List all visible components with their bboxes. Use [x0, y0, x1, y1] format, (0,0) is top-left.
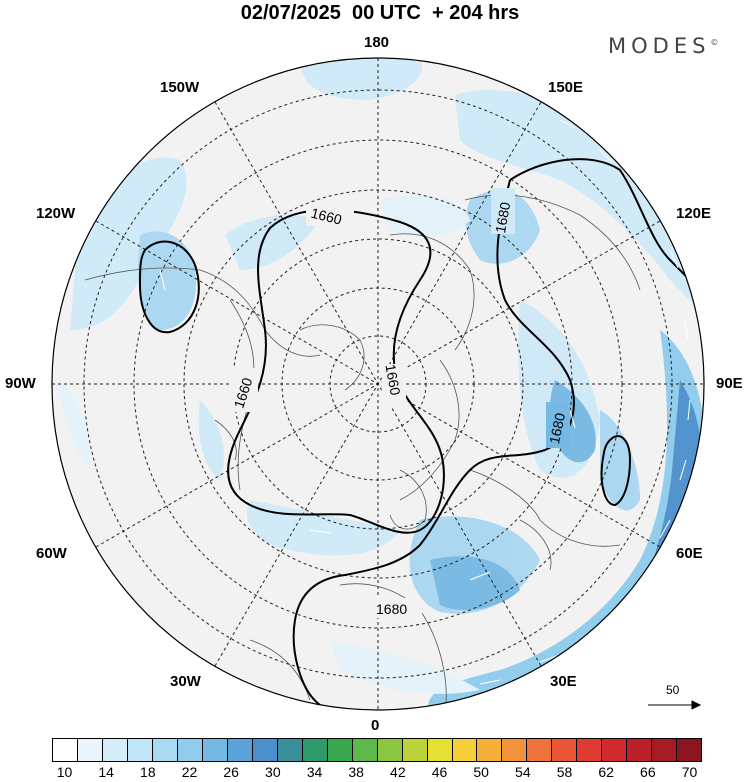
colorbar-tick-label: 50 — [473, 764, 489, 780]
colorbar-tick-label: 46 — [431, 764, 448, 780]
colorbar-tick-label: 26 — [223, 764, 239, 780]
lon-label-90e: 90E — [716, 375, 743, 392]
colorbar-tick-label: 38 — [348, 764, 364, 780]
colorbar-tick-label: 54 — [515, 764, 531, 780]
colorbar-tick-label: 66 — [640, 764, 656, 780]
colorbar-cell — [53, 739, 78, 761]
colorbar-cell — [552, 739, 578, 761]
contour-label-group: 1660 1680 1660 1680 1660 1680 — [231, 188, 570, 618]
lon-label-150e: 150E — [548, 79, 584, 96]
colorbar-cell — [327, 739, 353, 761]
lon-label-60w: 60W — [36, 545, 67, 562]
colorbar-tick-label: 18 — [140, 764, 156, 780]
colorbar-cell — [577, 739, 603, 761]
colorbar-tick-label: 30 — [265, 764, 281, 780]
colorbar-tick-label: 70 — [681, 764, 698, 780]
colorbar-cell — [152, 739, 178, 761]
colorbar-cell — [77, 739, 103, 761]
colorbar-tick-label: 58 — [556, 764, 573, 780]
reference-vector-arrow — [648, 700, 702, 710]
lon-label-120e: 120E — [676, 205, 712, 222]
colorbar-tick-label: 14 — [98, 764, 114, 780]
colorbar-cell — [302, 739, 328, 761]
contour-label: 1660 — [309, 205, 343, 228]
reference-vector-label: 50 — [666, 683, 680, 697]
colorbar-cell — [127, 739, 153, 761]
colorbar-cell — [627, 739, 653, 761]
lon-label-0: 0 — [371, 717, 380, 734]
lon-label-30e: 30E — [550, 673, 577, 690]
colorbar-cell — [252, 739, 278, 761]
lon-label-180: 180 — [364, 34, 390, 51]
colorbar-tick-label: 62 — [598, 764, 614, 780]
colorbar-cell — [202, 739, 228, 761]
lon-label-60e: 60E — [676, 545, 703, 562]
lon-label-150w: 150W — [160, 79, 200, 96]
lon-label-30w: 30W — [170, 673, 201, 690]
contour-label: 1680 — [546, 411, 568, 445]
colorbar-cell — [227, 739, 253, 761]
colorbar-ticks: 10 14 18 22 26 30 34 38 42 46 50 54 58 62 66 70 — [52, 764, 702, 782]
meridians — [52, 58, 704, 710]
colorbar-cell — [477, 739, 503, 761]
brand-logo: MODES© — [608, 34, 718, 58]
colorbar-tick-label: 34 — [306, 764, 323, 780]
colorbar-tick-label: 22 — [181, 764, 198, 780]
contour-1680-mid — [292, 179, 575, 710]
colorbar-cell — [652, 739, 678, 761]
colorbar-cell — [177, 739, 203, 761]
map-title: 02/07/2025 00 UTC + 204 hrs — [240, 2, 520, 24]
colorbar-cell — [452, 739, 478, 761]
colorbar-cell — [402, 739, 428, 761]
colorbar-tick-label: 42 — [390, 764, 406, 780]
colorbar-cell — [377, 739, 403, 761]
contour-label: 1680 — [492, 201, 513, 235]
colorbar-cell — [527, 739, 553, 761]
colorbar-cell — [502, 739, 528, 761]
colorbar-cell — [277, 739, 303, 761]
colorbar-cell — [427, 739, 453, 761]
colorbar-cell — [102, 739, 128, 761]
contour-1660-west — [138, 240, 200, 334]
colorbar-cell — [677, 739, 702, 761]
colorbar-cell — [602, 739, 628, 761]
contour-label: 1660 — [382, 363, 403, 397]
colorbar — [52, 738, 702, 762]
brand-text: MODES — [608, 34, 711, 58]
lon-label-120w: 120W — [36, 205, 76, 222]
colorbar-cell — [352, 739, 378, 761]
globe-outline — [51, 57, 705, 711]
contour-label: 1680 — [376, 601, 407, 617]
lon-label-90w: 90W — [5, 375, 36, 392]
contour-1680-small — [600, 435, 632, 507]
colorbar-tick-label: 10 — [56, 764, 73, 780]
brand-mark: © — [710, 38, 719, 47]
